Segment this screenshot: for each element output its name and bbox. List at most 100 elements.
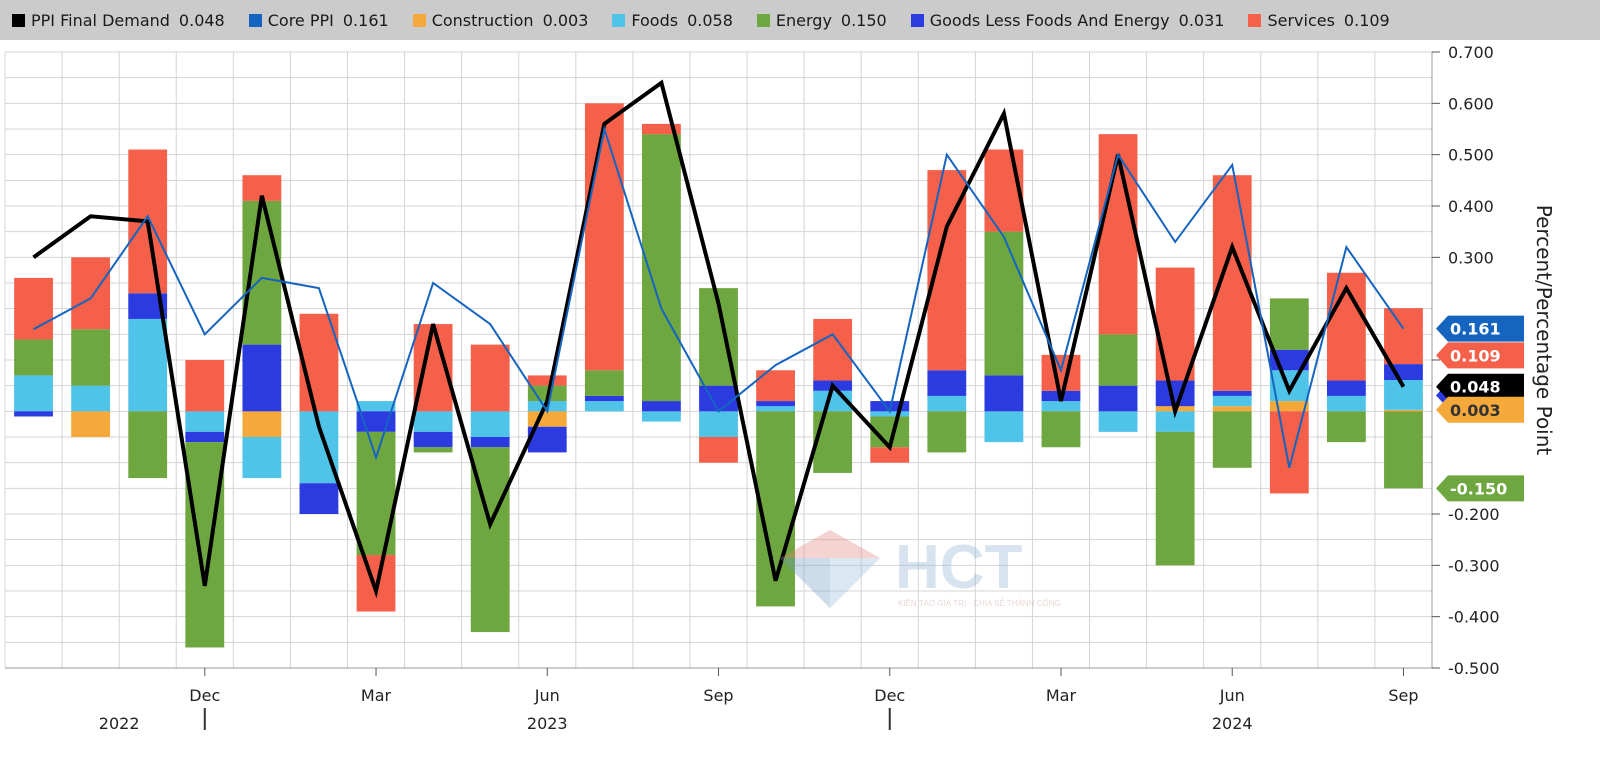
bar-segment-foods <box>927 395 967 412</box>
legend-swatch-icon <box>412 13 426 27</box>
legend-label: Construction <box>431 10 534 30</box>
legend-label: Foods <box>631 10 679 30</box>
last-value-label: 0.003 <box>1436 396 1524 423</box>
bar-segment-foods <box>413 411 453 432</box>
bar-segment-construction <box>1212 406 1252 412</box>
last-value-label: 0.161 <box>1436 315 1524 342</box>
y-tick-label: -0.300 <box>1448 556 1500 575</box>
bar-segment-foods <box>128 318 168 412</box>
last-value-text: 0.109 <box>1450 346 1501 365</box>
bar-segment-energy <box>813 411 853 473</box>
bar-segment-services <box>642 123 681 135</box>
bar-segment-goods-less-foods-and-energy <box>642 401 681 412</box>
legend-value: 0.003 <box>542 10 589 30</box>
bar-segment-energy <box>1098 334 1138 386</box>
watermark-brand: HCT <box>895 533 1023 602</box>
bar-segment-foods <box>71 385 111 412</box>
bar-segment-services <box>299 313 339 412</box>
bar-segment-energy <box>1041 411 1081 448</box>
bar-segment-goods-less-foods-and-energy <box>1326 380 1366 396</box>
bar-segment-foods <box>756 406 795 412</box>
bar-segment-goods-less-foods-and-energy <box>242 344 282 412</box>
last-value-text: 0.048 <box>1450 378 1501 397</box>
bar-segment-energy <box>185 442 225 648</box>
bar-segment-services <box>1041 354 1081 391</box>
legend-value: 0.161 <box>342 10 389 30</box>
legend-item: Foods 0.058 <box>612 11 733 30</box>
bar-segment-construction <box>1384 409 1423 412</box>
watermark-tagline: KIẾN TẠO GIÁ TRỊ - CHIA SẺ THÀNH CÔNG <box>898 598 1061 608</box>
bar-segment-services <box>185 360 225 412</box>
bar-segment-foods <box>356 401 396 412</box>
x-tick-label: Dec <box>189 686 220 705</box>
bar-segment-goods-less-foods-and-energy <box>927 370 967 396</box>
last-value-label: 0.048 <box>1436 373 1524 400</box>
legend-label: Core PPI <box>267 10 334 30</box>
bar-segment-foods <box>1212 395 1252 407</box>
bar-segment-energy <box>413 447 453 453</box>
bar-segment-foods <box>584 401 624 412</box>
ppi-contribution-chart: 0.7000.6000.5000.4000.3000.100-0.200-0.3… <box>4 43 1556 733</box>
legend-item: Construction 0.003 <box>412 10 589 30</box>
ppi-final-demand-line <box>32 79 1406 599</box>
bar-segment-foods <box>642 411 681 422</box>
bar-segment-energy <box>1212 411 1252 468</box>
x-tick-label: Sep <box>1388 686 1418 705</box>
bar-segment-services <box>813 318 853 381</box>
bar-segment-energy <box>1384 411 1423 489</box>
bar-segment-energy <box>584 370 624 396</box>
y-tick-label: -0.400 <box>1448 608 1500 627</box>
legend-value: 0.150 <box>840 10 887 30</box>
bar-segment-construction <box>242 411 282 437</box>
watermark-logo: HCT KIẾN TẠO GIÁ TRỊ - CHIA SẺ THÀNH CÔN… <box>780 530 1061 608</box>
bar-segment-foods <box>527 401 567 412</box>
bar-segment-construction <box>71 411 111 437</box>
legend-label: Goods Less Foods And Energy <box>929 10 1170 30</box>
last-value-text: 0.003 <box>1450 401 1501 420</box>
x-tick-label: Mar <box>1046 686 1077 705</box>
legend-item: Goods Less Foods And Energy 0.031 <box>910 10 1225 30</box>
y-tick-label: -0.200 <box>1448 505 1500 524</box>
legend-item: Core PPI 0.161 <box>248 10 389 30</box>
bar-segment-services <box>870 447 910 463</box>
x-tick-label: Dec <box>874 686 905 705</box>
last-value-label: -0.150 <box>1436 475 1524 502</box>
legend-value: 0.031 <box>1178 10 1225 30</box>
bar-segment-energy <box>242 200 282 345</box>
bar-segment-foods <box>14 375 53 412</box>
bar-segment-services <box>71 257 111 330</box>
bar-segment-foods <box>1155 411 1195 432</box>
bar-segment-services <box>1269 411 1309 494</box>
bar-segment-services <box>527 375 567 386</box>
legend-value: 0.058 <box>687 10 733 30</box>
y-tick-label: 0.600 <box>1448 94 1494 113</box>
bar-segment-construction <box>1269 401 1309 412</box>
bar-segment-energy <box>927 411 967 453</box>
legend-swatch-icon <box>612 13 626 27</box>
last-value-tag <box>1436 315 1524 342</box>
core-ppi-line <box>33 125 1405 469</box>
y-tick-label: 0.500 <box>1448 146 1494 165</box>
last-value-text: 0.161 <box>1450 320 1501 339</box>
bar-segment-energy <box>14 339 53 376</box>
bar-segment-goods-less-foods-and-energy <box>1098 385 1138 412</box>
bar-segment-goods-less-foods-and-energy <box>413 431 453 448</box>
bar-segment-goods-less-foods-and-energy <box>584 395 624 402</box>
year-label: 2022 <box>99 714 140 733</box>
last-value-text: -0.150 <box>1450 479 1507 498</box>
bar-segment-services <box>699 437 738 463</box>
legend-item: Services 0.109 <box>1248 10 1390 30</box>
legend-value: 0.109 <box>1343 10 1390 30</box>
x-tick-label: Mar <box>361 686 392 705</box>
year-label: 2024 <box>1212 714 1253 733</box>
bar-segment-foods <box>1098 411 1138 432</box>
y-tick-label: 0.400 <box>1448 197 1494 216</box>
diamond-logo-icon <box>780 530 880 608</box>
bar-segment-energy <box>1155 431 1195 566</box>
bar-segment-goods-less-foods-and-energy <box>756 401 795 407</box>
bar-segment-goods-less-foods-and-energy <box>1155 380 1195 407</box>
bar-segment-foods <box>870 411 910 417</box>
bar-segment-foods <box>1041 401 1081 412</box>
bar-segment-energy <box>984 231 1024 376</box>
bar-segment-goods-less-foods-and-energy <box>299 483 339 514</box>
